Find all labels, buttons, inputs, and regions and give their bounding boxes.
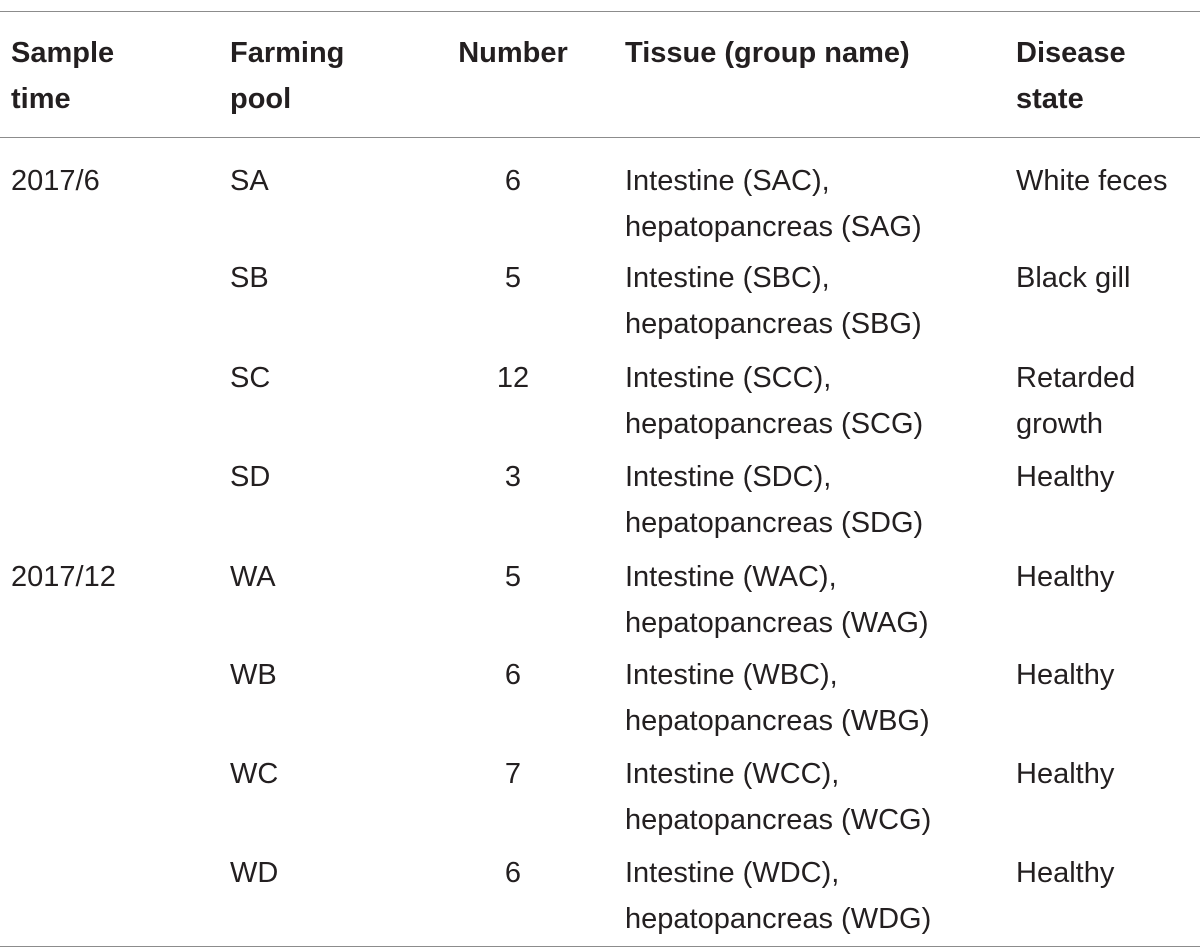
cell-sample-time: 2017/6 <box>11 165 100 197</box>
cell-disease-state-line1: Healthy <box>1016 758 1115 790</box>
header-tissue: Tissue (group name) <box>625 37 910 69</box>
header-number: Number <box>458 37 568 69</box>
cell-disease-state: Healthy <box>1016 454 1114 500</box>
cell-sample-time: 2017/12 <box>11 561 116 593</box>
cell-farming-pool: WD <box>230 857 279 889</box>
cell-tissue-line1: Intestine (WDC), <box>625 857 840 889</box>
cell-disease-state-line1: White feces <box>1016 165 1168 197</box>
header-sample-time: Sample time <box>11 30 114 122</box>
cell-disease-state-line2: growth <box>1016 408 1104 440</box>
header-sample-time-line2: time <box>11 83 71 115</box>
cell-disease-state: Retarded growth <box>1016 355 1135 447</box>
cell-tissue-line1: Intestine (SDC), <box>625 461 832 493</box>
cell-number: 12 <box>496 362 530 394</box>
cell-farming-pool: SA <box>230 165 269 197</box>
cell-disease-state-line1: Healthy <box>1016 461 1115 493</box>
table-bottom-rule <box>0 946 1200 947</box>
cell-disease-state: Healthy <box>1016 554 1114 600</box>
cell-tissue-line2: hepatopancreas (SCG) <box>625 408 924 440</box>
cell-tissue: Intestine (WCC), hepatopancreas (WCG) <box>625 751 931 843</box>
cell-tissue: Intestine (SCC), hepatopancreas (SCG) <box>625 355 923 447</box>
cell-tissue: Intestine (SBC), hepatopancreas (SBG) <box>625 255 922 347</box>
cell-farming-pool: WB <box>230 659 277 691</box>
table-header-rule <box>0 137 1200 138</box>
cell-tissue: Intestine (WDC), hepatopancreas (WDG) <box>625 850 931 942</box>
cell-number: 6 <box>504 857 522 889</box>
cell-number: 6 <box>504 165 522 197</box>
cell-farming-pool: SC <box>230 362 271 394</box>
cell-farming-pool: SD <box>230 461 271 493</box>
cell-disease-state: Healthy <box>1016 850 1114 896</box>
cell-disease-state-line1: Black gill <box>1016 262 1131 294</box>
header-farming-pool-line1: Farming <box>230 37 345 69</box>
header-disease-state-line2: state <box>1016 83 1084 115</box>
cell-number: 5 <box>504 561 522 593</box>
cell-number: 6 <box>504 659 522 691</box>
cell-number: 5 <box>504 262 522 294</box>
cell-number: 7 <box>504 758 522 790</box>
cell-tissue-line2: hepatopancreas (SDG) <box>625 507 924 539</box>
cell-farming-pool: WC <box>230 758 279 790</box>
cell-tissue-line2: hepatopancreas (WBG) <box>625 705 930 737</box>
cell-farming-pool: SB <box>230 262 269 294</box>
cell-tissue-line1: Intestine (WBC), <box>625 659 838 691</box>
cell-farming-pool: WA <box>230 561 276 593</box>
cell-disease-state-line1: Healthy <box>1016 857 1115 889</box>
cell-tissue-line1: Intestine (SAC), <box>625 165 830 197</box>
cell-tissue: Intestine (SDC), hepatopancreas (SDG) <box>625 454 923 546</box>
header-disease-state: Disease state <box>1016 30 1126 122</box>
cell-disease-state-line1: Healthy <box>1016 659 1115 691</box>
cell-disease-state: White feces <box>1016 158 1168 204</box>
cell-tissue-line2: hepatopancreas (SAG) <box>625 211 922 243</box>
header-farming-pool: Farming pool <box>230 30 344 122</box>
header-sample-time-line1: Sample <box>11 37 115 69</box>
cell-disease-state-line1: Healthy <box>1016 561 1115 593</box>
cell-tissue-line2: hepatopancreas (WDG) <box>625 903 932 935</box>
header-disease-state-line1: Disease <box>1016 37 1126 69</box>
cell-number: 3 <box>504 461 522 493</box>
table-top-rule <box>0 11 1200 12</box>
cell-tissue: Intestine (SAC), hepatopancreas (SAG) <box>625 158 922 250</box>
cell-tissue-line2: hepatopancreas (SBG) <box>625 308 922 340</box>
cell-tissue: Intestine (WBC), hepatopancreas (WBG) <box>625 652 930 744</box>
cell-tissue-line1: Intestine (SBC), <box>625 262 830 294</box>
cell-tissue: Intestine (WAC), hepatopancreas (WAG) <box>625 554 929 646</box>
cell-disease-state-line1: Retarded <box>1016 362 1136 394</box>
cell-tissue-line2: hepatopancreas (WAG) <box>625 607 929 639</box>
header-farming-pool-line2: pool <box>230 83 292 115</box>
cell-tissue-line1: Intestine (SCC), <box>625 362 832 394</box>
cell-disease-state: Black gill <box>1016 255 1130 301</box>
cell-tissue-line1: Intestine (WCC), <box>625 758 840 790</box>
cell-disease-state: Healthy <box>1016 652 1114 698</box>
cell-tissue-line2: hepatopancreas (WCG) <box>625 804 932 836</box>
cell-tissue-line1: Intestine (WAC), <box>625 561 837 593</box>
cell-disease-state: Healthy <box>1016 751 1114 797</box>
